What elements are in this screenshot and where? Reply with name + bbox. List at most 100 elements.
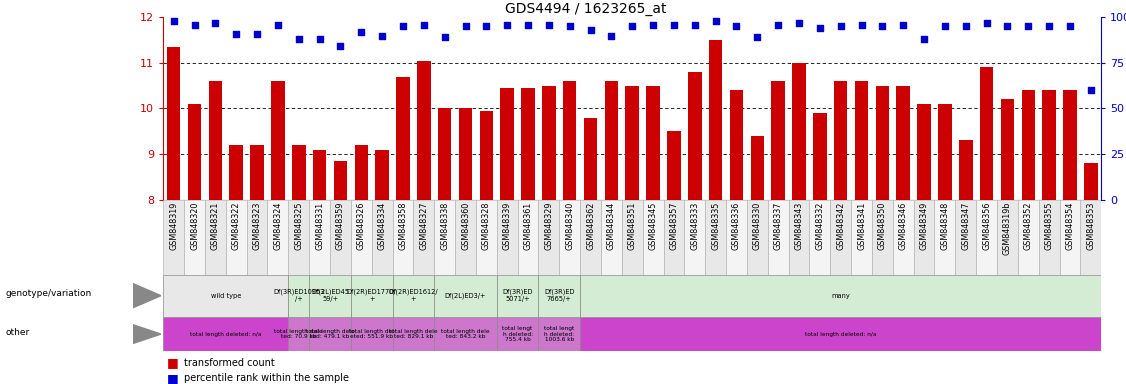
Point xyxy=(561,23,579,30)
Point xyxy=(456,23,474,30)
Bar xyxy=(709,40,723,200)
Bar xyxy=(458,109,472,200)
Bar xyxy=(497,200,518,275)
Text: GSM848348: GSM848348 xyxy=(940,202,949,250)
Text: GSM848333: GSM848333 xyxy=(690,202,699,250)
Bar xyxy=(959,141,973,200)
Bar xyxy=(292,145,305,200)
Text: Df(2L)ED45
59/+: Df(2L)ED45 59/+ xyxy=(311,289,349,303)
Bar xyxy=(313,149,327,200)
Text: GSM848329: GSM848329 xyxy=(544,202,553,250)
Text: GSM848341: GSM848341 xyxy=(857,202,866,250)
Bar xyxy=(538,200,560,275)
Text: percentile rank within the sample: percentile rank within the sample xyxy=(184,373,349,383)
Text: GSM848335: GSM848335 xyxy=(712,202,721,250)
Text: total length deleted: n/a: total length deleted: n/a xyxy=(805,331,876,337)
Text: Df(2L)ED3/+: Df(2L)ED3/+ xyxy=(445,293,486,299)
Bar xyxy=(497,317,538,351)
Bar xyxy=(813,113,826,200)
Point xyxy=(957,23,975,30)
Text: GSM848320: GSM848320 xyxy=(190,202,199,250)
Bar xyxy=(1001,99,1015,200)
Point xyxy=(539,22,557,28)
Bar xyxy=(834,81,848,200)
Text: GSM848354: GSM848354 xyxy=(1065,202,1074,250)
Bar xyxy=(997,200,1018,275)
Text: ■: ■ xyxy=(167,372,178,384)
Title: GDS4494 / 1623265_at: GDS4494 / 1623265_at xyxy=(504,2,667,16)
Point xyxy=(790,20,808,26)
Bar xyxy=(538,317,580,351)
Point xyxy=(749,34,767,40)
Bar xyxy=(393,317,435,351)
Text: GSM848334: GSM848334 xyxy=(377,202,386,250)
Bar xyxy=(918,104,931,200)
Text: genotype/variation: genotype/variation xyxy=(6,289,92,298)
Point xyxy=(289,36,307,42)
Text: GSM848342: GSM848342 xyxy=(837,202,846,250)
Bar xyxy=(768,200,788,275)
Text: GSM848321: GSM848321 xyxy=(211,202,220,250)
Text: GSM848327: GSM848327 xyxy=(419,202,428,250)
Bar xyxy=(271,81,285,200)
Text: GSM848360: GSM848360 xyxy=(461,202,470,250)
Text: GSM848359: GSM848359 xyxy=(336,202,345,250)
Text: Df(2R)ED1770/
+: Df(2R)ED1770/ + xyxy=(347,289,396,303)
Bar xyxy=(625,86,640,200)
Bar xyxy=(268,200,288,275)
Bar xyxy=(793,63,806,200)
Bar xyxy=(455,200,476,275)
Bar xyxy=(688,72,701,200)
Bar xyxy=(185,200,205,275)
Point xyxy=(436,34,454,40)
Bar xyxy=(542,86,555,200)
Bar xyxy=(205,200,226,275)
Point xyxy=(248,31,266,37)
Bar xyxy=(643,200,663,275)
Text: total length del
eted: 551.9 kb: total length del eted: 551.9 kb xyxy=(349,329,394,339)
Text: GSM848332: GSM848332 xyxy=(815,202,824,250)
Point xyxy=(373,33,391,39)
Bar xyxy=(351,275,393,317)
Bar xyxy=(310,317,351,351)
Text: Df(3R)ED10953
/+: Df(3R)ED10953 /+ xyxy=(274,289,324,303)
Bar xyxy=(855,81,868,200)
Bar xyxy=(393,200,413,275)
Bar xyxy=(518,200,538,275)
Bar xyxy=(310,200,330,275)
Point xyxy=(164,18,182,24)
Bar xyxy=(163,275,288,317)
Bar xyxy=(1084,163,1098,200)
Bar xyxy=(938,104,951,200)
Text: ■: ■ xyxy=(167,356,178,369)
Point xyxy=(498,22,516,28)
Bar xyxy=(893,200,913,275)
Text: GSM848331: GSM848331 xyxy=(315,202,324,250)
Text: GSM848325: GSM848325 xyxy=(294,202,303,250)
Point xyxy=(894,22,912,28)
Bar xyxy=(646,86,660,200)
Bar xyxy=(355,145,368,200)
Text: GSM848319: GSM848319 xyxy=(169,202,178,250)
Text: GSM848353: GSM848353 xyxy=(1087,202,1096,250)
Bar xyxy=(1060,200,1080,275)
Bar xyxy=(830,200,851,275)
Text: GSM848324: GSM848324 xyxy=(274,202,283,250)
Point xyxy=(414,22,432,28)
Point xyxy=(227,31,245,37)
Bar xyxy=(705,200,726,275)
Bar xyxy=(163,317,288,351)
Point xyxy=(311,36,329,42)
Text: GSM848323: GSM848323 xyxy=(252,202,261,250)
Bar xyxy=(288,275,310,317)
Bar xyxy=(288,200,310,275)
Text: GSM848328: GSM848328 xyxy=(482,202,491,250)
Bar xyxy=(375,149,388,200)
Bar xyxy=(1063,90,1076,200)
Bar xyxy=(1043,90,1056,200)
Bar xyxy=(500,88,513,200)
Point xyxy=(832,23,850,30)
Bar xyxy=(622,200,643,275)
Text: Df(2R)ED1612/
+: Df(2R)ED1612/ + xyxy=(388,289,438,303)
Bar xyxy=(747,200,768,275)
